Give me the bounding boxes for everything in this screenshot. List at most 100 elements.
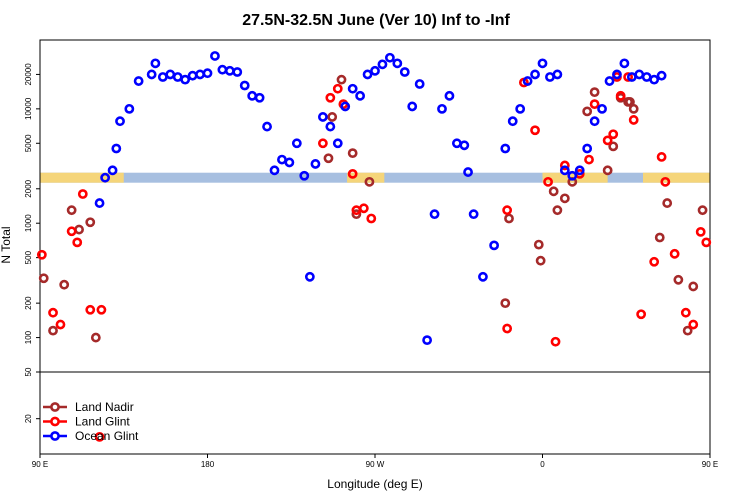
ocean-glint-point	[347, 83, 358, 94]
land-glint-point	[317, 138, 328, 149]
land-glint-point	[325, 92, 336, 103]
land-glint-point	[669, 248, 680, 259]
ocean-glint-point	[451, 138, 462, 149]
legend-marker	[50, 431, 60, 441]
land-glint-point	[660, 176, 671, 187]
ocean-glint-point	[165, 69, 176, 80]
ocean-glint-point	[157, 72, 168, 82]
ocean-glint-point	[437, 103, 447, 114]
land-nadir-point	[552, 205, 563, 216]
ocean-glint-point	[299, 170, 310, 181]
ocean-glint-point	[604, 76, 615, 86]
ocean-glint-point	[277, 154, 287, 165]
ocean-glint-point	[459, 140, 470, 151]
ocean-glint-point	[111, 143, 122, 154]
ocean-glint-point	[100, 172, 111, 183]
land-nadir-point	[682, 325, 693, 336]
land-nadir-point	[654, 232, 665, 243]
ocean-glint-point	[641, 72, 652, 82]
land-nadir-point	[364, 176, 375, 187]
ocean-glint-point	[407, 101, 418, 112]
y-tick-label: 10000	[24, 97, 33, 120]
land-nadir-point	[533, 239, 544, 250]
land-glint-point	[615, 90, 626, 101]
x-tick-label: 180	[201, 460, 215, 469]
land-nadir-point	[673, 274, 684, 285]
x-tick-label: 90 E	[32, 460, 48, 469]
ocean-glint-point	[284, 157, 295, 168]
land-glint-point	[72, 237, 83, 248]
x-tick-label: 0	[540, 460, 545, 469]
x-axis-label: Longitude (deg E)	[327, 477, 422, 491]
land-glint-point	[85, 304, 96, 315]
ocean-glint-point	[332, 138, 343, 149]
ocean-glint-point	[94, 198, 105, 208]
land-glint-point	[589, 99, 600, 110]
ocean-glint-point	[172, 72, 183, 82]
land-nadir-point	[48, 325, 58, 336]
land-nadir-point	[559, 193, 570, 204]
land-glint-point	[680, 307, 691, 318]
ocean-glint-point	[414, 79, 425, 89]
lower-panel-frame	[39, 371, 711, 455]
ocean-glint-point	[589, 116, 600, 127]
ocean-glint-point	[530, 69, 540, 80]
data-points	[36, 51, 712, 442]
land-glint-point	[628, 115, 639, 125]
ocean-glint-point	[370, 65, 380, 76]
land-nadir-point	[602, 165, 613, 176]
land-glint-point	[48, 307, 58, 318]
ocean-glint-point	[304, 271, 315, 282]
x-tick-label: 90 E	[702, 460, 718, 469]
land-nadir-point	[548, 186, 559, 197]
land-glint-point	[530, 125, 540, 136]
ocean-glint-point	[133, 76, 144, 86]
land-glint-point	[695, 226, 706, 237]
ocean-glint-point	[634, 69, 645, 80]
ocean-glint-point	[656, 70, 667, 81]
ocean-glint-point	[545, 72, 555, 82]
ocean-glint-point	[310, 159, 321, 169]
ocean-glint-point	[468, 209, 479, 220]
y-tick-label: 50	[24, 367, 33, 376]
land-nadir-point	[625, 97, 635, 107]
land-glint-point	[649, 256, 660, 267]
ocean-glint-point	[187, 70, 198, 81]
ocean-glint-point	[392, 58, 403, 69]
y-tick-label: 1000	[24, 214, 33, 232]
legend-label: Land Glint	[75, 415, 130, 429]
ocean-glint-point	[582, 143, 593, 154]
land-nadir-point	[504, 213, 514, 224]
x-axis: 90 E 180 90 W 0 90 E	[32, 454, 718, 469]
legend-marker	[50, 416, 60, 427]
land-glint-point	[584, 154, 594, 165]
ocean-glint-point	[649, 74, 660, 85]
land-nadir-point	[323, 153, 334, 164]
ocean-glint-point	[146, 69, 157, 80]
land-glint-point	[550, 336, 561, 347]
ocean-glint-point	[291, 138, 302, 149]
land-glint-point	[623, 72, 634, 82]
ocean-glint-point	[124, 103, 135, 114]
land-nadir-point	[85, 217, 96, 228]
ocean-glint-point	[377, 59, 388, 70]
land-glint-point	[332, 83, 343, 94]
land-nadir-point	[351, 209, 362, 220]
y-tick-label: 20000	[24, 63, 33, 86]
ocean-glint-point	[202, 68, 213, 79]
land-glint-point	[543, 176, 553, 187]
ocean-glint-point	[552, 69, 563, 80]
ocean-glint-point	[422, 335, 433, 346]
land-nadir-point	[90, 332, 101, 343]
land-nadir-point	[589, 87, 600, 98]
land-glint-point	[66, 226, 77, 237]
land-glint-point	[36, 249, 47, 260]
y-tick-label: 20	[24, 414, 33, 423]
ocean-glint-point	[115, 116, 125, 127]
land-nadir-point	[608, 141, 619, 152]
band-land-0	[40, 172, 124, 183]
land-glint-point	[688, 319, 699, 330]
y-tick-label: 100	[24, 330, 33, 344]
ocean-glint-point	[355, 90, 366, 101]
